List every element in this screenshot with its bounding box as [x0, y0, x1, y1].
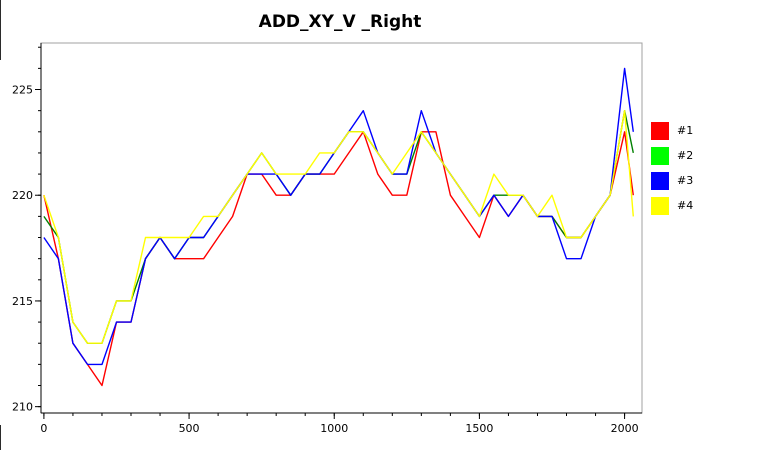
- series-line-4: [43, 109, 634, 344]
- y-tick-label: 215: [12, 295, 33, 308]
- window-edge: [0, 425, 1, 450]
- plot-area: [40, 42, 643, 414]
- x-tick-label: 1500: [465, 422, 493, 435]
- legend-swatch: [651, 122, 669, 140]
- legend-swatch: [651, 172, 669, 190]
- legend-label: #1: [677, 124, 694, 137]
- x-tick-label: 500: [179, 422, 200, 435]
- axis-layer: 0 500 1000 1500 2000 210 215 220 225: [12, 43, 642, 435]
- x-tick-label: 1000: [320, 422, 348, 435]
- x-tick-label: 0: [40, 422, 47, 435]
- y-tick-label: 225: [12, 84, 33, 97]
- legend-label: #2: [677, 149, 694, 162]
- legend-swatch: [651, 197, 669, 215]
- legend-swatch: [651, 147, 669, 165]
- chart-title: ADD_XY_V _Right: [258, 12, 422, 32]
- series-layer: [43, 67, 634, 387]
- y-tick-label: 210: [12, 401, 33, 414]
- legend-label: #4: [677, 199, 694, 212]
- x-tick-label: 2000: [611, 422, 639, 435]
- y-tick-label: 220: [12, 189, 33, 202]
- legend-label: #3: [677, 174, 694, 187]
- window-edge: [0, 0, 1, 60]
